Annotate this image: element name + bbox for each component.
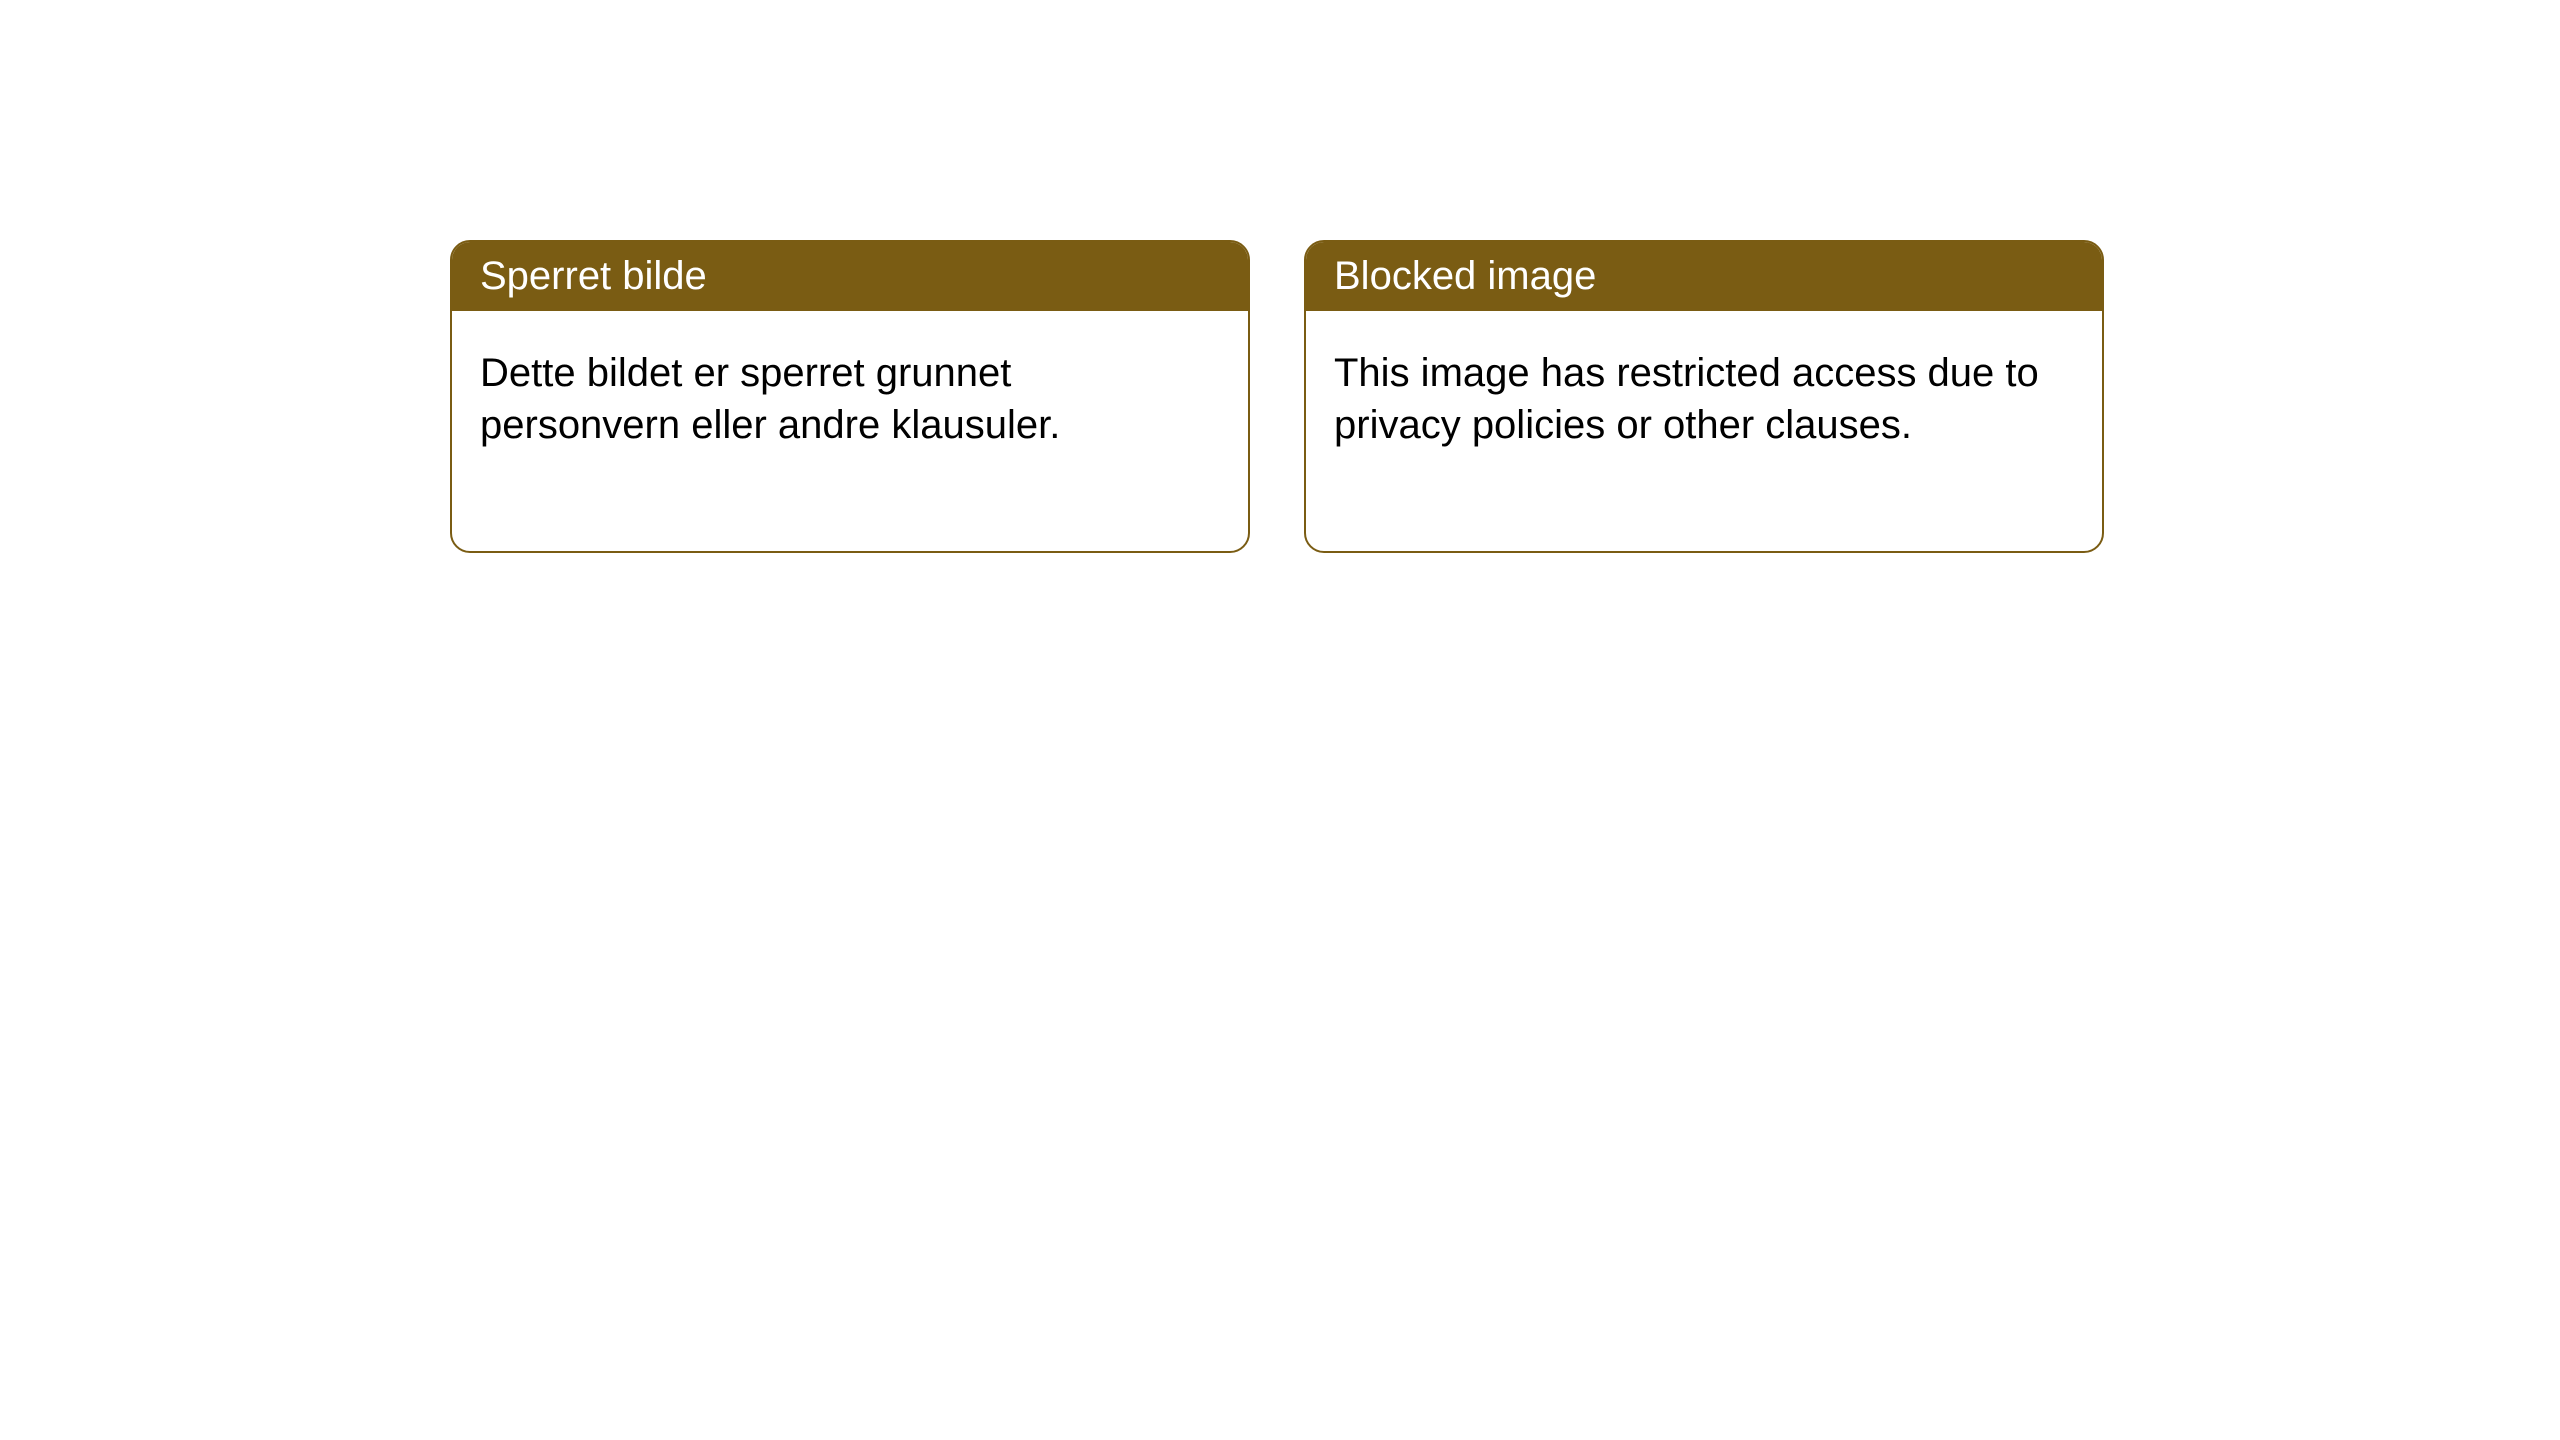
notice-header-no: Sperret bilde bbox=[452, 242, 1248, 311]
notice-body-en: This image has restricted access due to … bbox=[1306, 311, 2102, 551]
notice-header-en: Blocked image bbox=[1306, 242, 2102, 311]
notice-container: Sperret bilde Dette bildet er sperret gr… bbox=[450, 240, 2104, 553]
notice-card-en: Blocked image This image has restricted … bbox=[1304, 240, 2104, 553]
notice-body-no: Dette bildet er sperret grunnet personve… bbox=[452, 311, 1248, 551]
notice-card-no: Sperret bilde Dette bildet er sperret gr… bbox=[450, 240, 1250, 553]
